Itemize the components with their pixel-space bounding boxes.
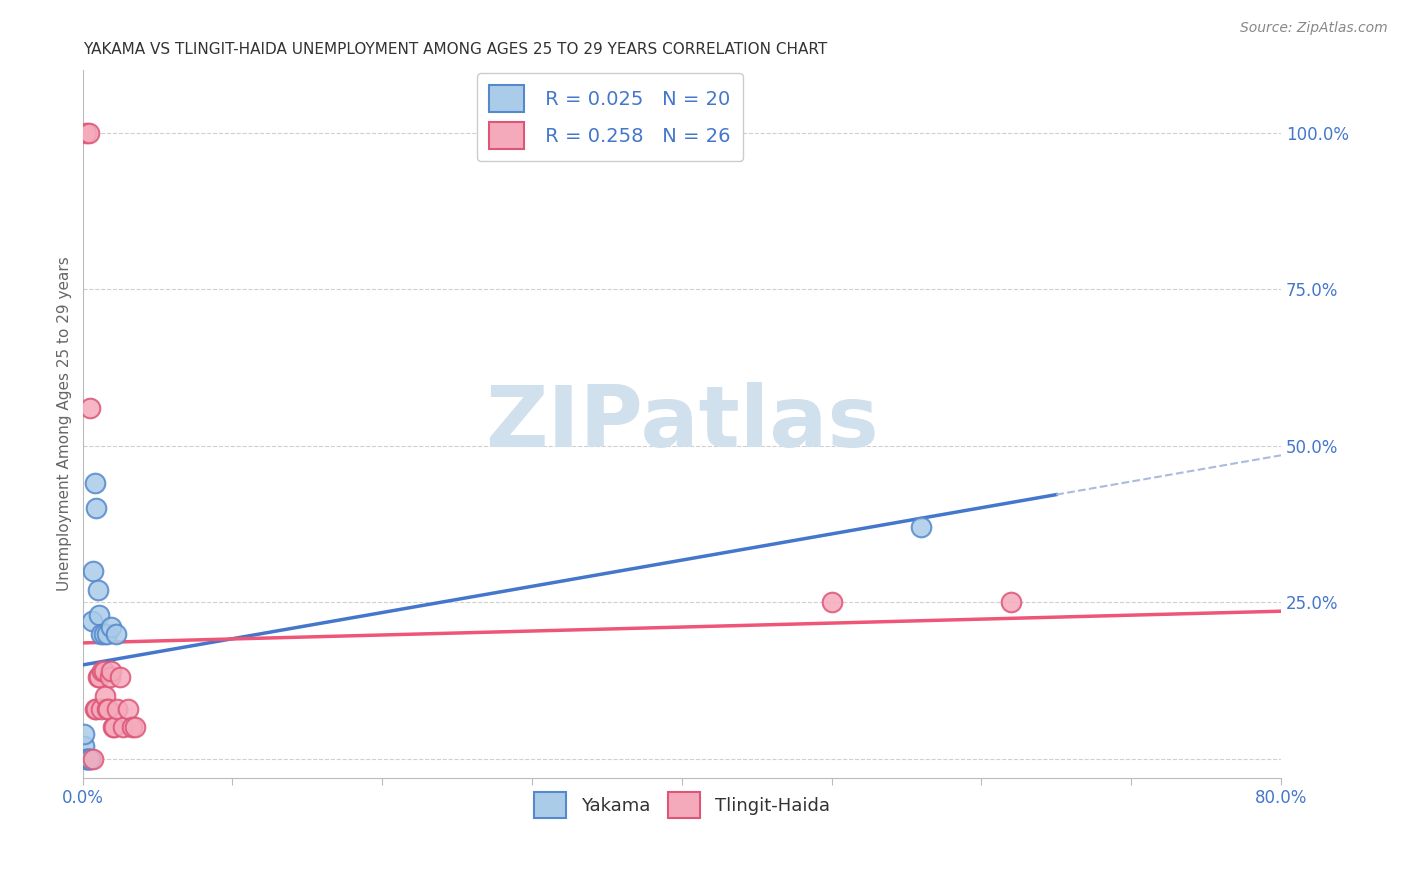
Point [90, 702, 112, 716]
Legend: Yakama, Tlingit-Haida: Yakama, Tlingit-Haida [526, 785, 837, 825]
Point [93, 664, 115, 678]
Text: Source: ZipAtlas.com: Source: ZipAtlas.com [1240, 21, 1388, 35]
Point [91, 664, 114, 678]
Point [73, 727, 96, 741]
Point [105, 702, 128, 716]
Point [117, 702, 139, 716]
Point [121, 721, 143, 735]
Point [76, 752, 98, 766]
Point [100, 664, 122, 678]
Point [86, 670, 108, 684]
Point [93, 626, 115, 640]
Point [86, 582, 108, 597]
Point [108, 670, 131, 684]
Point [77, 126, 100, 140]
Point [75, 126, 97, 140]
Point [79, 752, 101, 766]
Point [87, 607, 110, 622]
Point [75, 752, 97, 766]
Point [98, 670, 121, 684]
Point [94, 690, 117, 704]
Point [77, 752, 100, 766]
Point [82, 752, 104, 766]
Point [83, 476, 105, 491]
Point [100, 620, 122, 634]
Point [73, 739, 96, 754]
Point [910, 520, 932, 534]
Text: ZIPatlas: ZIPatlas [485, 383, 879, 466]
Point [84, 702, 107, 716]
Point [104, 626, 127, 640]
Point [84, 501, 107, 516]
Point [101, 721, 124, 735]
Point [79, 752, 101, 766]
Point [83, 702, 105, 716]
Point [112, 721, 135, 735]
Point [79, 401, 101, 416]
Point [76, 752, 98, 766]
Point [97, 702, 120, 716]
Point [82, 564, 104, 578]
Point [820, 595, 842, 609]
Point [96, 626, 118, 640]
Text: YAKAMA VS TLINGIT-HAIDA UNEMPLOYMENT AMONG AGES 25 TO 29 YEARS CORRELATION CHART: YAKAMA VS TLINGIT-HAIDA UNEMPLOYMENT AMO… [83, 42, 827, 57]
Point [87, 670, 110, 684]
Point [80, 614, 103, 628]
Y-axis label: Unemployment Among Ages 25 to 29 years: Unemployment Among Ages 25 to 29 years [58, 257, 72, 591]
Point [103, 721, 125, 735]
Point [90, 626, 112, 640]
Point [124, 721, 146, 735]
Point [1000, 595, 1022, 609]
Point [96, 702, 118, 716]
